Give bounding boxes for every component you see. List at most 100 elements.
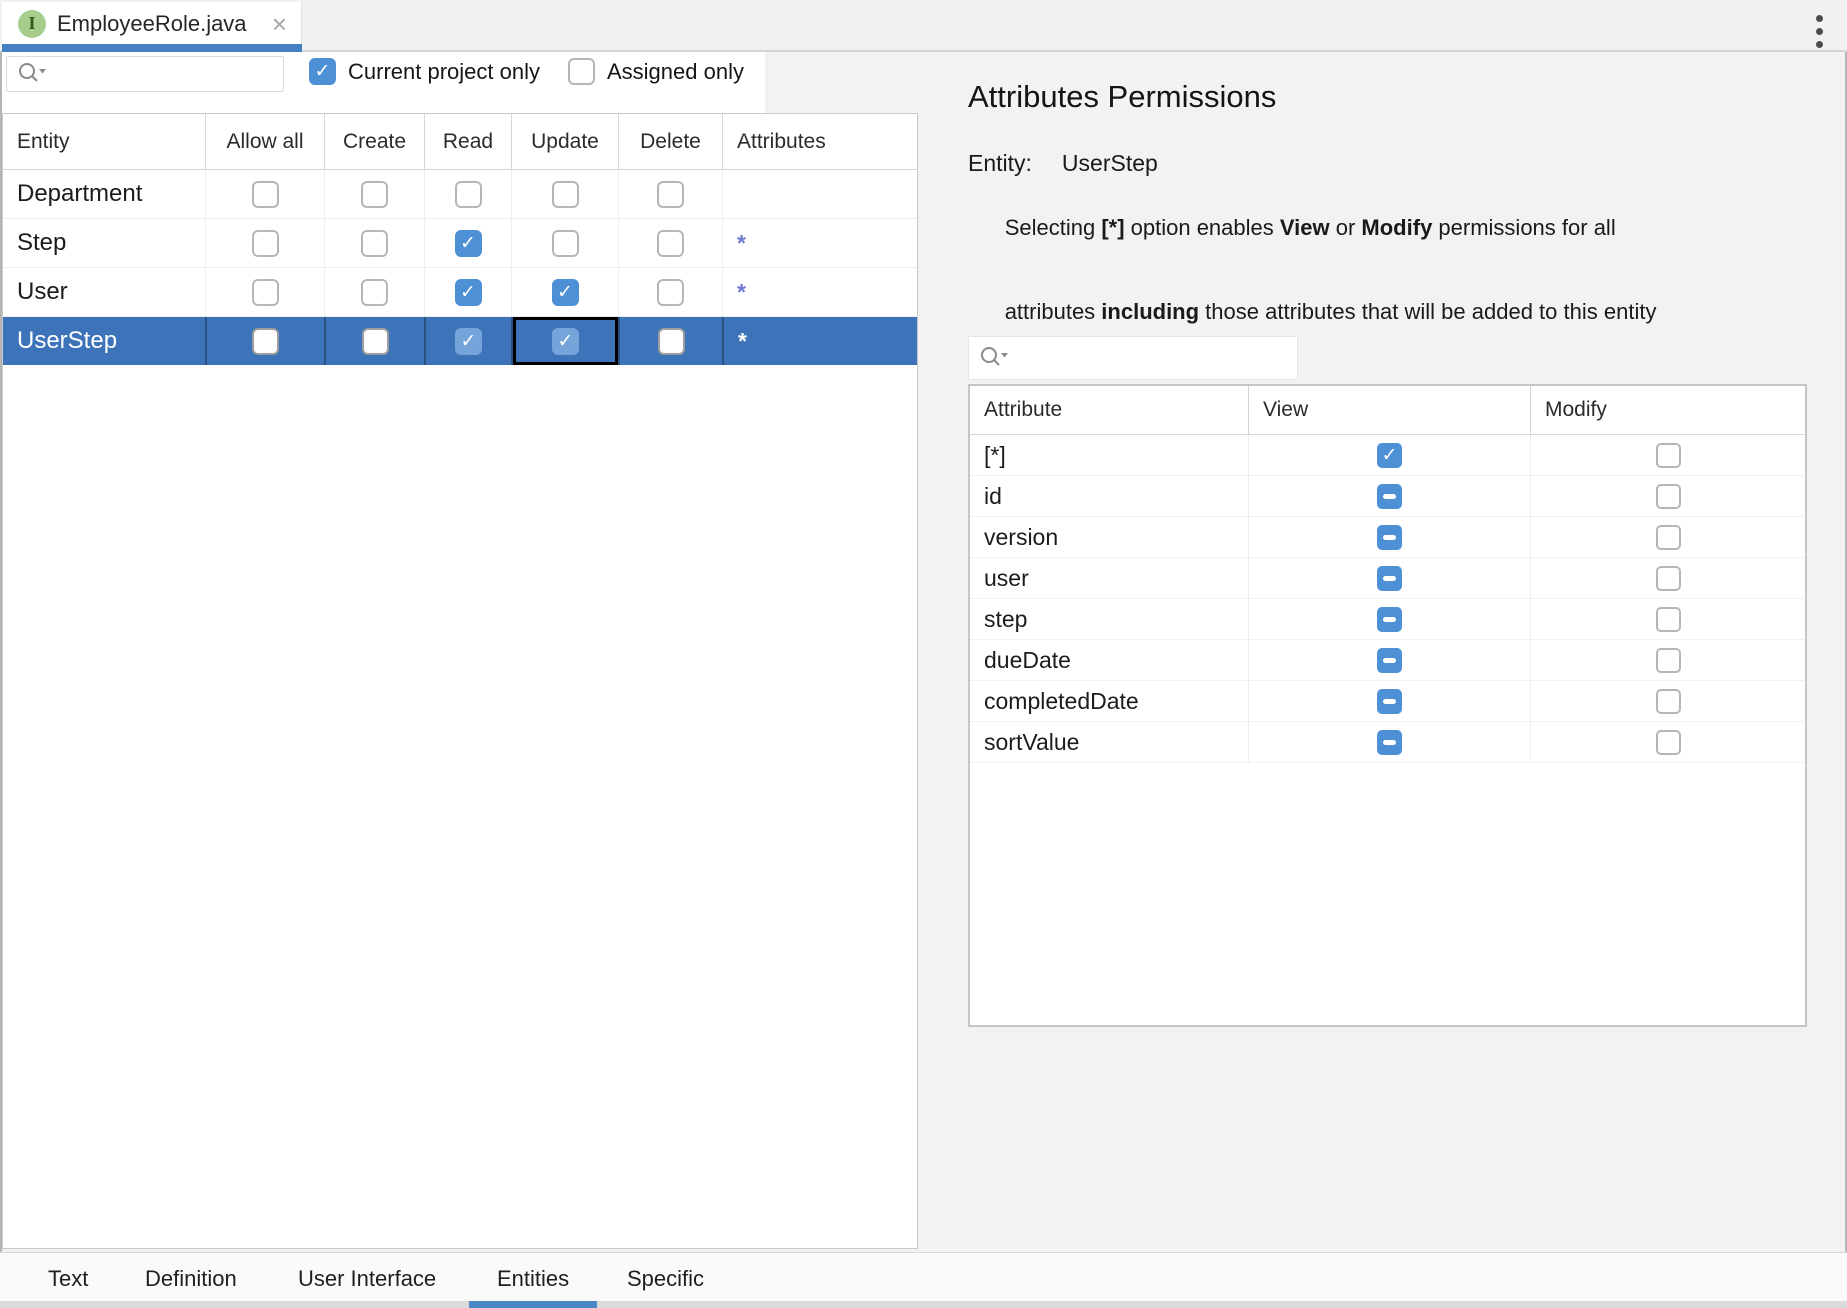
delete-checkbox[interactable] [657, 327, 685, 355]
allow-all-checkbox[interactable] [251, 278, 279, 306]
attr-row-version[interactable]: version [970, 517, 1805, 558]
view-checkbox[interactable] [1377, 524, 1402, 550]
entity-row-userstep[interactable]: UserStep * [3, 317, 917, 365]
tab-text[interactable]: Text [48, 1266, 89, 1291]
entity-row-department[interactable]: Department [3, 170, 917, 219]
read-checkbox[interactable] [454, 278, 482, 306]
update-checkbox[interactable] [551, 278, 579, 306]
view-checkbox[interactable] [1377, 565, 1402, 591]
modify-checkbox[interactable] [1655, 483, 1681, 509]
update-cell[interactable] [511, 268, 618, 316]
create-cell[interactable] [324, 317, 424, 365]
attr-row-duedate[interactable]: dueDate [970, 640, 1805, 681]
view-cell[interactable] [1248, 476, 1530, 516]
attributes-search-field[interactable] [968, 336, 1298, 381]
view-checkbox[interactable] [1377, 442, 1402, 468]
current-project-only-checkbox[interactable] [309, 58, 336, 85]
assigned-only-checkbox[interactable] [568, 58, 595, 85]
update-cell[interactable] [511, 170, 618, 218]
create-checkbox[interactable] [361, 180, 388, 208]
modify-cell[interactable] [1530, 722, 1805, 762]
search-input[interactable] [51, 57, 281, 93]
modify-cell[interactable] [1530, 517, 1805, 557]
delete-cell[interactable] [618, 170, 722, 218]
update-checkbox[interactable] [552, 327, 579, 355]
view-checkbox[interactable] [1377, 647, 1402, 673]
read-checkbox[interactable] [454, 229, 482, 257]
read-cell[interactable] [424, 170, 511, 218]
entity-row-step[interactable]: Step * [3, 219, 917, 268]
entity-row-user[interactable]: User * [3, 268, 917, 317]
modify-cell[interactable] [1530, 640, 1805, 680]
read-checkbox[interactable] [455, 327, 482, 355]
modify-cell[interactable] [1530, 435, 1805, 475]
allow-all-cell[interactable] [205, 219, 324, 267]
allow-all-checkbox[interactable] [251, 180, 279, 208]
view-cell[interactable] [1248, 558, 1530, 598]
modify-checkbox[interactable] [1655, 688, 1681, 714]
read-checkbox[interactable] [454, 180, 482, 208]
tab-specific[interactable]: Specific [627, 1266, 705, 1291]
attr-row-star[interactable]: [*] [970, 435, 1805, 476]
create-cell[interactable] [324, 268, 424, 316]
modify-checkbox[interactable] [1655, 524, 1681, 550]
update-cell[interactable] [511, 219, 618, 267]
view-checkbox[interactable] [1377, 729, 1402, 755]
delete-cell[interactable] [618, 219, 722, 267]
tab-entities[interactable]: Entities [468, 1265, 598, 1308]
search-input[interactable] [1013, 337, 1295, 381]
allow-all-cell[interactable] [205, 268, 324, 316]
tab-employeerole-java[interactable]: I EmployeeRole.java [2, 2, 302, 45]
modify-cell[interactable] [1530, 558, 1805, 598]
delete-checkbox[interactable] [657, 229, 684, 257]
tab-definition[interactable]: Definition [145, 1266, 237, 1291]
update-checkbox[interactable] [551, 180, 579, 208]
modify-checkbox[interactable] [1655, 729, 1681, 755]
create-checkbox[interactable] [361, 278, 388, 306]
create-checkbox[interactable] [361, 229, 388, 257]
entities-search-field[interactable] [6, 56, 284, 93]
view-checkbox[interactable] [1377, 688, 1402, 714]
delete-checkbox[interactable] [657, 278, 684, 306]
attr-row-id[interactable]: id [970, 476, 1805, 517]
view-cell[interactable] [1248, 599, 1530, 639]
tab-user-interface[interactable]: User Interface [298, 1266, 437, 1291]
modify-cell[interactable] [1530, 681, 1805, 721]
attr-row-step[interactable]: step [970, 599, 1805, 640]
create-cell[interactable] [324, 219, 424, 267]
delete-cell[interactable] [618, 317, 722, 365]
view-cell[interactable] [1248, 435, 1530, 475]
view-cell[interactable] [1248, 640, 1530, 680]
current-project-only-filter[interactable]: Current project only [309, 58, 540, 85]
read-cell[interactable] [424, 268, 511, 316]
modify-checkbox[interactable] [1655, 606, 1681, 632]
create-cell[interactable] [324, 170, 424, 218]
attr-row-sortvalue[interactable]: sortValue [970, 722, 1805, 763]
close-icon[interactable] [272, 14, 301, 34]
modify-cell[interactable] [1530, 599, 1805, 639]
assigned-only-filter[interactable]: Assigned only [568, 58, 744, 85]
view-checkbox[interactable] [1377, 606, 1402, 632]
modify-checkbox[interactable] [1655, 442, 1681, 468]
more-options-icon[interactable] [1812, 11, 1827, 52]
create-checkbox[interactable] [361, 327, 389, 355]
delete-checkbox[interactable] [657, 180, 684, 208]
update-cell-focused[interactable] [511, 317, 618, 365]
modify-checkbox[interactable] [1655, 647, 1681, 673]
read-cell[interactable] [424, 219, 511, 267]
allow-all-checkbox[interactable] [252, 327, 279, 355]
update-checkbox[interactable] [551, 229, 579, 257]
modify-checkbox[interactable] [1655, 565, 1681, 591]
allow-all-cell[interactable] [205, 170, 324, 218]
view-cell[interactable] [1248, 517, 1530, 557]
allow-all-cell[interactable] [205, 317, 324, 365]
view-checkbox[interactable] [1377, 483, 1402, 509]
attr-row-completeddate[interactable]: completedDate [970, 681, 1805, 722]
view-cell[interactable] [1248, 681, 1530, 721]
attr-row-user[interactable]: user [970, 558, 1805, 599]
read-cell[interactable] [424, 317, 511, 365]
view-cell[interactable] [1248, 722, 1530, 762]
modify-cell[interactable] [1530, 476, 1805, 516]
delete-cell[interactable] [618, 268, 722, 316]
allow-all-checkbox[interactable] [251, 229, 279, 257]
